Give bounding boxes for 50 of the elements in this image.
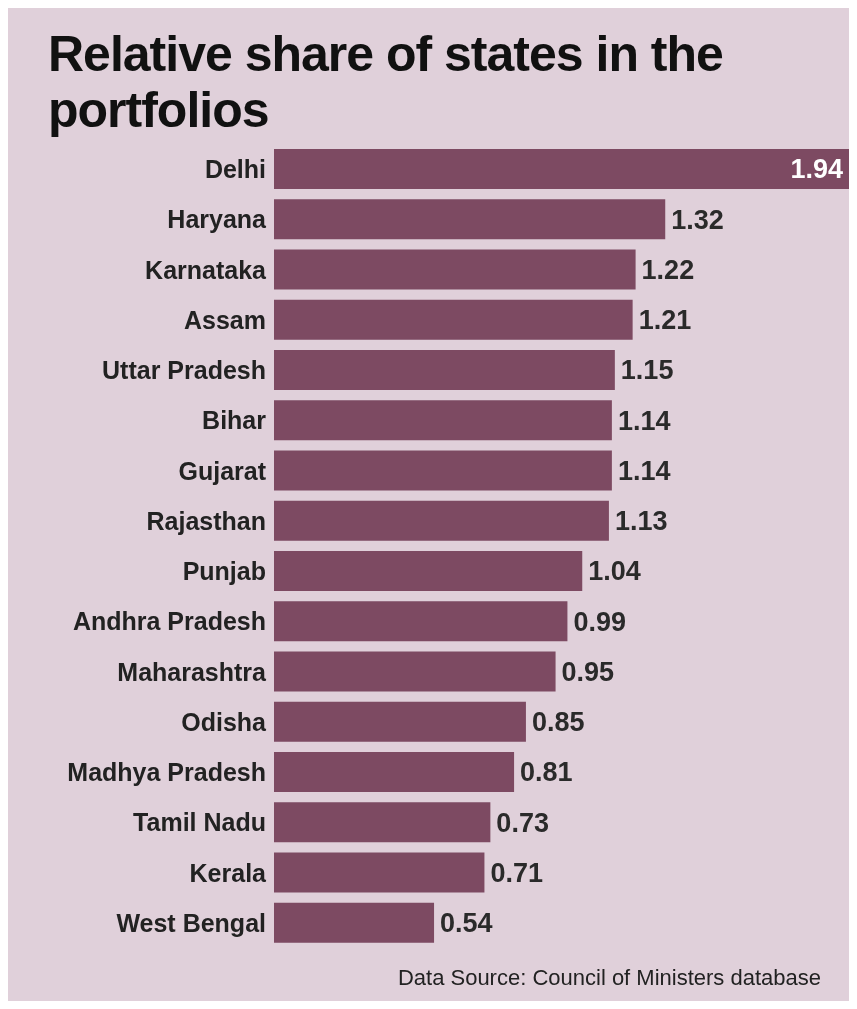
- data-label: 0.73: [496, 807, 549, 838]
- data-label: 1.32: [671, 204, 724, 235]
- bar: [274, 149, 849, 189]
- y-tick-label: Karnataka: [145, 255, 268, 284]
- data-label: 0.54: [440, 908, 493, 939]
- bar: [274, 500, 609, 541]
- y-tick-label: Tamil Nadu: [133, 808, 266, 837]
- data-label: 0.85: [531, 707, 585, 738]
- y-tick-label: Punjab: [182, 557, 266, 585]
- bar: [274, 400, 612, 441]
- y-tick-label: Odisha: [181, 707, 268, 736]
- data-label: 0.71: [490, 857, 543, 888]
- bar: [274, 249, 636, 290]
- y-tick-label: Andhra Pradesh: [72, 607, 266, 636]
- bar: [274, 199, 666, 240]
- y-tick-label: Uttar Pradesh: [102, 356, 266, 384]
- y-tick-label: Kerala: [189, 858, 268, 887]
- chart-title: Relative share of states in the portfolios: [47, 25, 724, 138]
- bar: [274, 651, 556, 692]
- y-tick-label: West Bengal: [116, 908, 266, 937]
- y-tick-label: Bihar: [202, 406, 267, 435]
- y-tick-label: Delhi: [204, 155, 266, 183]
- bar: [274, 299, 633, 340]
- data-label: 1.13: [614, 506, 668, 537]
- data-label: 1.22: [641, 254, 695, 285]
- y-tick-label: Gujarat: [178, 456, 267, 485]
- data-label: 1.21: [638, 305, 692, 336]
- data-label: 1.14: [617, 455, 671, 486]
- y-tick-label: Maharashtra: [117, 657, 268, 686]
- data-label: 1.94: [790, 154, 843, 185]
- bar: [274, 752, 515, 792]
- data-label: 1.04: [588, 556, 641, 587]
- bar: [274, 601, 568, 642]
- y-tick-label: Madhya Pradesh: [67, 758, 266, 786]
- bar: [274, 852, 485, 893]
- bar: [274, 551, 583, 591]
- data-label: 0.95: [561, 656, 615, 687]
- data-label: 0.99: [573, 606, 626, 637]
- bar: [274, 350, 615, 390]
- data-label: 1.14: [617, 405, 671, 436]
- bar: [274, 450, 612, 491]
- y-tick-label: Rajasthan: [146, 506, 266, 535]
- data-label: 1.15: [620, 355, 674, 386]
- bar: [274, 802, 491, 843]
- y-tick-label: Assam: [184, 305, 266, 334]
- bar: [274, 701, 526, 742]
- bar: [274, 902, 435, 943]
- data-label: 0.81: [520, 757, 573, 788]
- y-tick-label: Haryana: [167, 205, 268, 234]
- source-note: Data Source: Council of Ministers database: [397, 965, 821, 991]
